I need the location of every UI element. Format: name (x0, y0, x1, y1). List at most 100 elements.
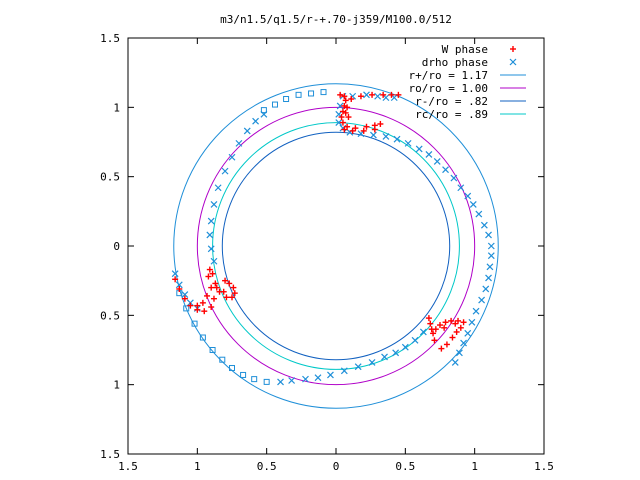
data-point (377, 120, 384, 127)
data-point (199, 334, 206, 341)
data-point (487, 252, 495, 260)
data-point (206, 231, 214, 239)
marker-stroke (472, 307, 480, 315)
axis-ticks: 1.5 1 0.5 0 0.5 1 1.51.510.500.511.5 (100, 32, 554, 473)
marker-stroke (509, 58, 517, 66)
reference-circle (212, 122, 460, 370)
marker-stroke (357, 130, 365, 138)
data-point (208, 284, 215, 291)
data-point (344, 123, 351, 130)
data-point (485, 274, 492, 282)
data-point (482, 285, 490, 293)
marker-stroke (468, 318, 476, 326)
data-point (295, 91, 302, 98)
marker-stroke (487, 252, 495, 260)
legend-label: ro/ro = 1.00 (409, 82, 488, 95)
data-point (336, 102, 344, 110)
data-point (172, 276, 179, 283)
data-point (209, 270, 216, 277)
data-point (395, 91, 402, 98)
x-tick-label: 1 (471, 460, 478, 473)
marker-stroke (478, 296, 486, 304)
data-point (451, 359, 459, 366)
marker-stroke (210, 200, 218, 208)
data-point (222, 277, 229, 284)
data-point (374, 92, 382, 100)
marker-stroke (485, 274, 492, 282)
data-point (213, 284, 220, 291)
legend-marker (510, 46, 516, 52)
data-point (442, 166, 449, 174)
data-point (380, 91, 387, 98)
marker-stroke (221, 167, 229, 175)
data-point (171, 270, 179, 278)
data-point (212, 280, 219, 287)
data-point (199, 299, 206, 306)
data-point (235, 139, 243, 147)
data-point (175, 281, 183, 289)
x-tick-label: 1.5 (118, 460, 138, 473)
marker-stroke (464, 329, 472, 337)
data-point (206, 266, 213, 273)
data-point (219, 356, 226, 363)
data-point (460, 339, 467, 347)
data-point (341, 126, 348, 133)
marker-stroke (370, 131, 377, 139)
legend-label: r-/ro = .82 (415, 95, 488, 108)
marker-stroke (487, 242, 495, 250)
data-point (209, 347, 216, 353)
chart-title: m3/n1.5/q1.5/r-+.70-j359/M100.0/512 (220, 13, 452, 26)
marker-stroke (485, 231, 492, 239)
data-point (464, 192, 472, 200)
data-point (430, 330, 437, 337)
data-point (381, 353, 388, 361)
y-tick-label: 0.5 (100, 171, 120, 184)
marker-stroke (335, 119, 343, 127)
marker-stroke (382, 94, 390, 102)
data-point (401, 343, 409, 351)
reference-circle (196, 106, 476, 386)
data-point (393, 135, 401, 143)
data-point (457, 324, 464, 331)
data-point (271, 101, 278, 108)
marker-stroke (210, 257, 218, 265)
data-point (314, 374, 322, 382)
data-point (449, 334, 456, 341)
y-tick-label: 0.5 (100, 309, 120, 322)
x-tick-label: 1 (194, 460, 201, 473)
data-point (371, 126, 378, 133)
data-point (363, 91, 370, 99)
marker-stroke (419, 328, 427, 336)
data-point (229, 294, 235, 301)
marker-stroke (433, 157, 441, 165)
data-point (455, 317, 462, 324)
marker-stroke (327, 371, 334, 379)
data-point (354, 363, 362, 371)
x-tick-label: 0.5 (257, 460, 277, 473)
marker-stroke (425, 151, 433, 158)
marker-stroke (381, 353, 388, 361)
data-point (438, 345, 445, 352)
data-point (349, 127, 356, 134)
data-point (252, 117, 259, 125)
data-markers (171, 89, 495, 386)
marker-stroke (382, 133, 390, 140)
data-point (404, 139, 412, 147)
marker-stroke (390, 94, 398, 102)
data-point (368, 359, 376, 366)
data-point (369, 91, 376, 98)
data-point (302, 375, 309, 383)
marker-stroke (175, 281, 183, 289)
data-point (337, 91, 344, 98)
marker-stroke (314, 374, 322, 382)
data-point (344, 104, 351, 111)
data-point (335, 110, 343, 118)
data-point (201, 308, 208, 315)
marker-stroke (442, 166, 449, 174)
marker-stroke (214, 184, 222, 192)
data-point (283, 96, 290, 103)
legend-label: drho phase (422, 56, 488, 69)
marker-stroke (335, 110, 343, 118)
marker-stroke (464, 192, 472, 200)
